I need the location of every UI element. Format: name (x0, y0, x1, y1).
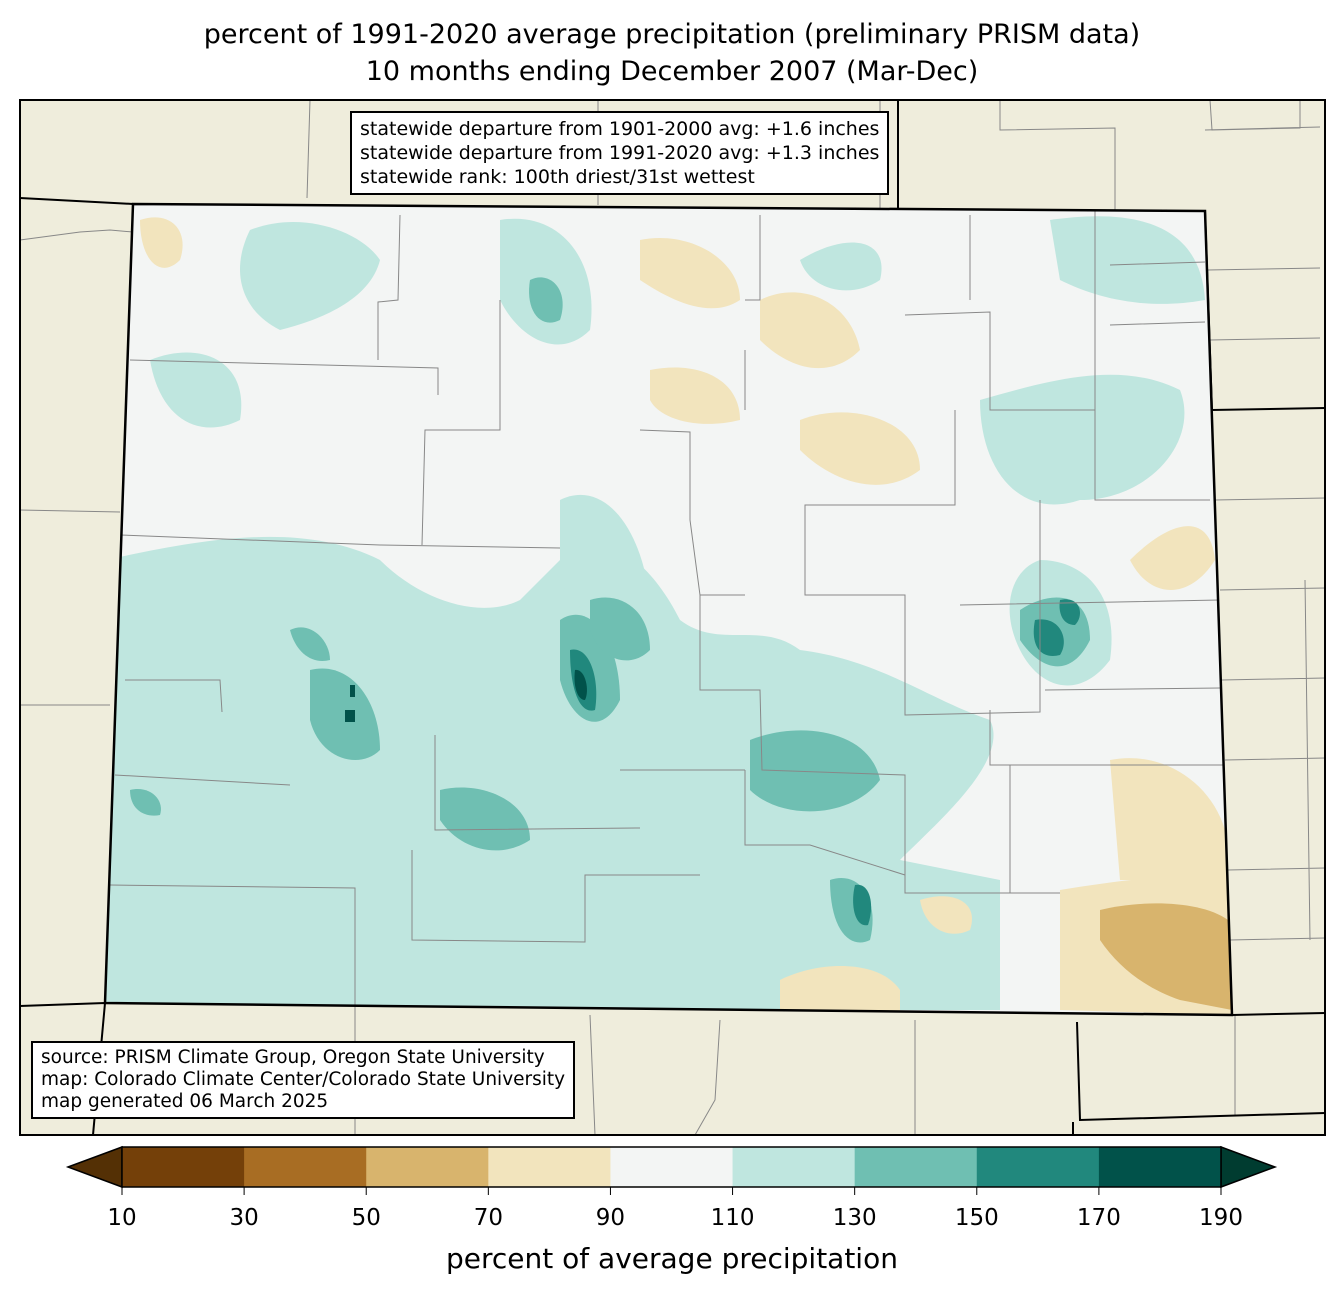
colorbar-segment (122, 1147, 245, 1187)
colorado-border (103, 202, 1234, 1017)
colorbar-tick-label: 30 (229, 1205, 259, 1231)
colorbar-segment (488, 1147, 611, 1187)
precipitation-contours (105, 216, 1232, 1015)
map-credit-line: map: Colorado Climate Center/Colorado St… (41, 1069, 566, 1090)
generated-date-line: map generated 06 March 2025 (41, 1091, 329, 1112)
colorbar-tick-label: 170 (1076, 1205, 1121, 1231)
colorbar-segment (610, 1147, 734, 1187)
colorbar-outline (121, 1146, 1222, 1188)
colorbar-label: percent of average precipitation (446, 1242, 898, 1275)
colorbar-tick-label: 150 (954, 1205, 999, 1231)
colorbar-segment (366, 1147, 489, 1187)
colorbar-tick-label: 50 (351, 1205, 381, 1231)
source-box: source: PRISM Climate Group, Oregon Stat… (31, 1041, 576, 1119)
colorbar-tick-label: 130 (832, 1205, 877, 1231)
departure-1901-2000: statewide departure from 1901-2000 avg: … (360, 118, 880, 140)
map-frame (19, 99, 1326, 1136)
source-line: source: PRISM Climate Group, Oregon Stat… (41, 1047, 545, 1068)
colorbar-under-arrow (65, 1145, 123, 1189)
departure-1991-2020: statewide departure from 1991-2020 avg: … (360, 142, 880, 164)
map-title-line2: 10 months ending December 2007 (Mar-Dec) (365, 56, 979, 87)
colorbar-segment (732, 1147, 856, 1187)
colorbar-tick-label: 10 (107, 1205, 137, 1231)
colorbar-tick-label: 70 (473, 1205, 503, 1231)
colorbar-tick-label: 90 (595, 1205, 626, 1231)
colorbar-segment (976, 1147, 1100, 1187)
colorbar-segment (854, 1147, 978, 1187)
colorbar-segment (1098, 1147, 1222, 1187)
colorbar-segment (244, 1147, 367, 1187)
map-title-line1: percent of 1991-2020 average precipitati… (203, 19, 1141, 50)
statewide-rank: statewide rank: 100th driest/31st wettes… (360, 166, 755, 188)
colorbar-tick-label: 190 (1199, 1205, 1243, 1231)
colorbar-over-arrow (1220, 1145, 1278, 1189)
statewide-stats-box: statewide departure from 1901-2000 avg: … (350, 111, 890, 195)
county-lines (109, 210, 1225, 1010)
colorbar-tick-label: 110 (710, 1205, 755, 1231)
colorbar (65, 1145, 1278, 1195)
